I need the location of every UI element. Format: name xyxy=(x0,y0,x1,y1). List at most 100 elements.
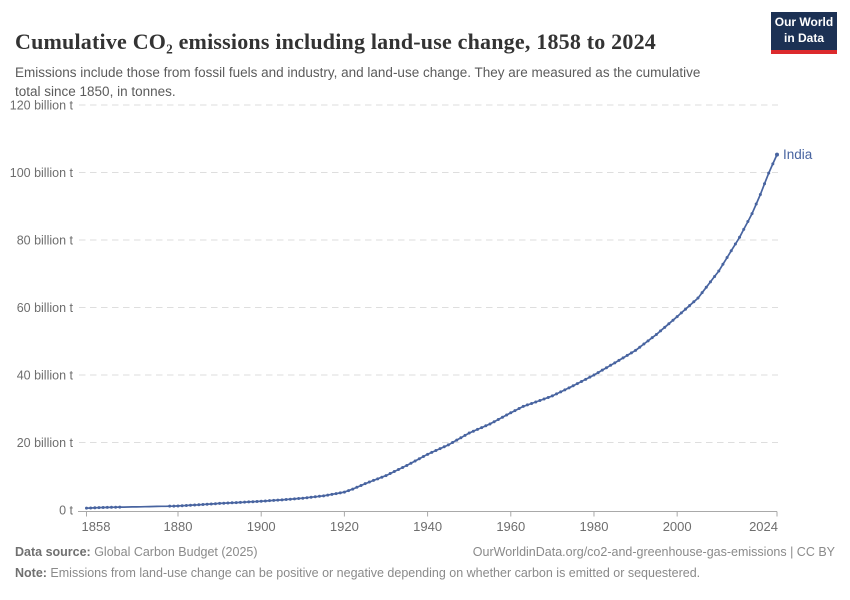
data-point-marker[interactable] xyxy=(625,353,629,357)
data-point-marker[interactable] xyxy=(226,501,230,505)
data-point-marker[interactable] xyxy=(317,494,321,498)
data-point-marker[interactable] xyxy=(109,505,113,509)
data-point-marker[interactable] xyxy=(372,478,376,482)
data-point-marker[interactable] xyxy=(500,415,504,419)
data-point-marker[interactable] xyxy=(213,502,217,506)
data-point-marker[interactable] xyxy=(384,474,388,478)
data-point-marker[interactable] xyxy=(509,411,513,415)
data-point-marker[interactable] xyxy=(642,342,646,346)
data-point-marker[interactable] xyxy=(754,202,758,206)
data-point-marker[interactable] xyxy=(446,443,450,447)
data-point-marker[interactable] xyxy=(180,504,184,508)
data-point-marker[interactable] xyxy=(234,501,238,505)
data-point-marker[interactable] xyxy=(592,373,596,377)
data-point-marker[interactable] xyxy=(471,429,475,433)
data-point-marker[interactable] xyxy=(513,409,517,413)
data-point-marker[interactable] xyxy=(451,441,455,444)
data-point-marker[interactable] xyxy=(184,503,188,507)
data-point-marker[interactable] xyxy=(476,427,480,431)
data-point-marker[interactable] xyxy=(367,480,371,484)
data-point-marker[interactable] xyxy=(463,433,467,437)
data-point-marker[interactable] xyxy=(405,463,409,467)
data-point-marker[interactable] xyxy=(288,497,292,501)
data-point-marker[interactable] xyxy=(596,371,600,375)
data-point-marker[interactable] xyxy=(688,303,692,307)
data-point-marker[interactable] xyxy=(280,498,284,502)
data-point-marker[interactable] xyxy=(417,457,421,461)
data-point-marker[interactable] xyxy=(118,505,122,509)
data-point-marker[interactable] xyxy=(729,249,733,253)
owid-url-link[interactable]: OurWorldinData.org/co2-and-greenhouse-ga… xyxy=(472,545,835,559)
data-point-marker[interactable] xyxy=(488,422,492,426)
data-point-marker[interactable] xyxy=(683,307,687,311)
data-point-marker[interactable] xyxy=(555,392,559,396)
data-point-marker[interactable] xyxy=(251,500,255,504)
data-point-marker[interactable] xyxy=(579,379,583,383)
data-point-marker[interactable] xyxy=(530,401,534,405)
data-point-marker[interactable] xyxy=(467,431,471,435)
data-point-marker[interactable] xyxy=(750,212,754,216)
data-point-marker[interactable] xyxy=(692,300,696,304)
data-point-marker[interactable] xyxy=(309,495,313,499)
data-point-marker[interactable] xyxy=(172,504,176,508)
data-point-marker[interactable] xyxy=(272,498,276,502)
data-point-marker[interactable] xyxy=(563,388,567,392)
data-point-marker[interactable] xyxy=(521,404,525,408)
series-label-india[interactable]: India xyxy=(783,147,813,162)
data-point-marker[interactable] xyxy=(413,459,417,463)
data-point-marker[interactable] xyxy=(480,426,484,430)
data-point-marker[interactable] xyxy=(738,235,742,239)
data-point-marker[interactable] xyxy=(401,465,405,469)
data-point-marker[interactable] xyxy=(638,345,642,349)
data-point-marker[interactable] xyxy=(550,394,554,398)
data-point-marker[interactable] xyxy=(525,403,529,407)
data-point-marker[interactable] xyxy=(392,470,396,474)
owid-logo[interactable]: Our World in Data xyxy=(771,12,837,54)
data-point-marker[interactable] xyxy=(114,505,118,509)
data-point-marker[interactable] xyxy=(517,407,521,411)
data-point-marker[interactable] xyxy=(704,285,708,289)
data-point-marker[interactable] xyxy=(396,468,400,471)
data-point-marker[interactable] xyxy=(767,171,771,175)
data-point-marker[interactable] xyxy=(696,296,700,300)
data-point-marker[interactable] xyxy=(97,506,101,510)
data-point-marker[interactable] xyxy=(559,390,563,394)
data-point-marker[interactable] xyxy=(376,477,380,481)
data-point-marker[interactable] xyxy=(105,505,109,509)
data-point-marker[interactable] xyxy=(326,493,330,497)
data-point-marker[interactable] xyxy=(671,318,675,322)
data-point-marker[interactable] xyxy=(313,495,317,499)
data-point-marker[interactable] xyxy=(388,472,392,476)
data-point-marker[interactable] xyxy=(675,315,679,319)
series-line-india[interactable] xyxy=(85,153,778,509)
data-point-marker[interactable] xyxy=(571,384,575,388)
data-point-marker[interactable] xyxy=(763,182,767,186)
data-point-marker[interactable] xyxy=(534,400,538,404)
data-point-marker[interactable] xyxy=(442,445,446,449)
data-point-marker[interactable] xyxy=(758,192,762,196)
data-point-marker[interactable] xyxy=(746,220,750,224)
data-point-marker[interactable] xyxy=(667,322,671,326)
data-point-marker[interactable] xyxy=(708,280,712,284)
data-point-marker[interactable] xyxy=(263,499,267,503)
data-point-marker[interactable] xyxy=(255,499,259,503)
data-point-marker[interactable] xyxy=(621,356,625,360)
data-point-marker[interactable] xyxy=(659,329,663,333)
data-point-marker[interactable] xyxy=(238,500,242,504)
series-end-marker[interactable] xyxy=(775,152,779,157)
data-point-marker[interactable] xyxy=(85,506,88,510)
data-point-marker[interactable] xyxy=(292,497,296,501)
data-point-marker[interactable] xyxy=(193,503,197,507)
data-point-marker[interactable] xyxy=(654,333,658,336)
data-point-marker[interactable] xyxy=(679,311,683,315)
data-point-marker[interactable] xyxy=(459,436,463,440)
data-point-marker[interactable] xyxy=(268,499,272,503)
data-point-marker[interactable] xyxy=(455,438,459,442)
data-point-marker[interactable] xyxy=(334,492,338,496)
data-point-marker[interactable] xyxy=(546,395,550,399)
data-point-marker[interactable] xyxy=(634,348,638,352)
data-point-marker[interactable] xyxy=(434,449,438,453)
data-point-marker[interactable] xyxy=(663,325,667,329)
data-point-marker[interactable] xyxy=(201,502,205,506)
